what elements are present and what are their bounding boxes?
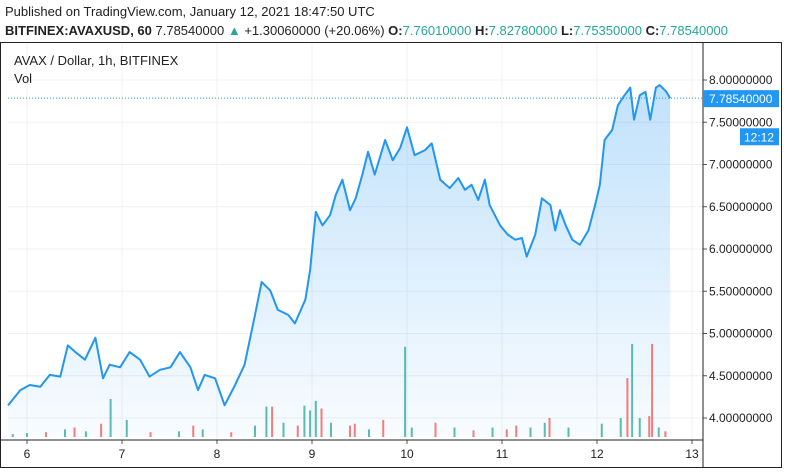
change-value: +1.30060000 (+20.06%) <box>244 23 385 38</box>
volume-bar <box>543 422 546 437</box>
volume-bar <box>282 422 285 437</box>
volume-bar <box>472 430 475 437</box>
volume-bar <box>657 427 660 437</box>
volume-bar <box>515 425 518 437</box>
y-tick-label: 4.50000000 <box>709 369 773 383</box>
price-line <box>7 84 672 407</box>
price-area <box>8 85 671 437</box>
volume-bar <box>330 422 332 437</box>
x-tick-label: 12 <box>590 447 604 461</box>
volume-bar <box>192 425 195 437</box>
volume-legend: Vol <box>14 71 33 86</box>
chart-legend-title: AVAX / Dollar, 1h, BITFINEX <box>14 53 179 68</box>
volume-bar <box>404 346 407 437</box>
volume-bar <box>619 418 622 437</box>
volume-bar <box>567 427 570 437</box>
symbol-label: BITFINEX:AVAXUSD, 60 <box>5 23 152 38</box>
x-tick-label: 7 <box>119 447 126 461</box>
x-tick-label: 6 <box>24 447 31 461</box>
volume-bar <box>631 343 634 437</box>
y-tick-label: 5.00000000 <box>709 327 773 341</box>
volume-bar <box>26 433 28 437</box>
volume-bar <box>320 408 323 437</box>
volume-bar <box>664 431 667 437</box>
volume-bar <box>125 419 128 437</box>
last-price-label: 7.78540000 <box>709 92 773 106</box>
volume-bar <box>265 406 268 437</box>
last-price-badge <box>703 90 779 108</box>
volume-bar <box>73 427 76 437</box>
x-tick-label: 13 <box>685 447 699 461</box>
volume-bar <box>638 418 641 437</box>
volume-bar <box>600 423 603 437</box>
low-label: L: <box>560 23 574 38</box>
countdown-badge <box>740 128 779 146</box>
low-value: 7.75350000 <box>573 23 642 38</box>
volume-bar <box>178 431 180 437</box>
symbol-info: BITFINEX:AVAXUSD, 60 7.78540000 ▲ +1.300… <box>5 23 728 38</box>
y-tick-label: 8.00000000 <box>709 73 773 87</box>
y-tick-label: 6.00000000 <box>709 242 773 256</box>
y-tick-label: 7.50000000 <box>709 115 773 129</box>
volume-bar <box>453 427 456 437</box>
triangle-up-icon: ▲ <box>227 23 241 38</box>
volume-bar <box>491 427 494 437</box>
volume-bar <box>271 406 274 437</box>
chart-frame <box>0 42 782 468</box>
open-value: 7.76010000 <box>402 23 472 38</box>
y-tick-label: 5.50000000 <box>709 284 773 298</box>
close-label: C: <box>645 23 660 38</box>
x-tick-label: 9 <box>309 447 316 461</box>
high-label: H: <box>474 23 489 38</box>
volume-bar <box>109 399 112 437</box>
volume-bar <box>353 423 356 437</box>
volume-bar <box>314 400 317 437</box>
volume-bar <box>368 429 370 437</box>
volume-bar <box>548 418 551 437</box>
high-value: 7.82780000 <box>488 23 558 38</box>
volume-bar <box>648 416 651 437</box>
volume-bar <box>529 427 532 437</box>
volume-bar <box>410 427 413 437</box>
volume-bar <box>505 429 508 437</box>
volume-bar <box>84 431 87 437</box>
volume-bar <box>309 410 312 437</box>
y-tick-label: 6.50000000 <box>709 200 773 214</box>
volume-bar <box>11 434 14 437</box>
volume-bar <box>349 425 351 437</box>
volume-bar <box>254 425 256 437</box>
volume-bar <box>64 429 66 437</box>
countdown-label: 12:12 <box>744 130 774 144</box>
y-tick-label: 4.00000000 <box>709 411 773 425</box>
volume-bar <box>45 432 47 437</box>
volume-bar <box>651 343 654 437</box>
published-note: Published on TradingView.com, January 12… <box>5 4 375 19</box>
x-tick-label: 10 <box>400 447 414 461</box>
volume-bar <box>149 432 152 437</box>
last-value: 7.78540000 <box>155 23 225 38</box>
volume-bar <box>296 425 299 437</box>
volume-bar <box>100 423 103 437</box>
y-tick-label: 7.00000000 <box>709 158 773 172</box>
x-tick-label: 11 <box>496 447 509 461</box>
volume-bar <box>434 422 437 437</box>
close-value: 7.78540000 <box>659 23 728 38</box>
volume-bar <box>201 429 204 437</box>
volume-bar <box>382 419 385 437</box>
volume-bar <box>230 432 233 437</box>
volume-bar <box>303 405 306 437</box>
volume-bar <box>626 378 629 437</box>
open-label: O: <box>388 23 403 38</box>
x-tick-label: 8 <box>214 447 221 461</box>
